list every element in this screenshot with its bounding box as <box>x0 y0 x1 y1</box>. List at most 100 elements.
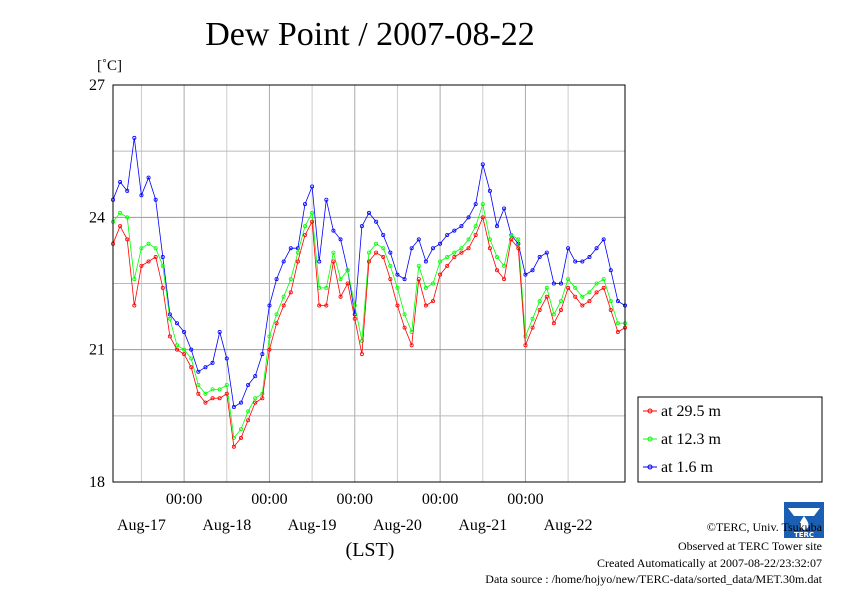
data-point <box>167 334 172 339</box>
data-point <box>530 325 535 330</box>
data-point <box>516 237 521 242</box>
data-point <box>253 396 258 401</box>
data-point <box>381 255 386 260</box>
data-point <box>146 175 151 180</box>
data-point <box>196 369 201 374</box>
data-point <box>423 285 428 290</box>
y-tick-label: 24 <box>89 209 105 226</box>
data-point <box>203 365 208 370</box>
data-point <box>139 246 144 251</box>
logo-text: TERC <box>794 531 814 539</box>
data-point <box>210 396 215 401</box>
data-point <box>338 237 343 242</box>
data-point <box>402 312 407 317</box>
series-2 <box>111 202 628 440</box>
data-point <box>359 352 364 357</box>
data-point <box>409 343 414 348</box>
data-point <box>281 294 286 299</box>
data-point <box>438 272 443 277</box>
data-point <box>174 343 179 348</box>
data-point <box>295 259 300 264</box>
legend-label-1: at 29.5 m <box>661 403 722 420</box>
data-point <box>125 215 130 220</box>
legend-label-2: at 12.3 m <box>661 431 722 448</box>
data-point <box>459 250 464 255</box>
data-point <box>302 232 307 237</box>
y-tick-labels: 27 24 21 18 <box>89 77 105 491</box>
x-tick-day-label: Aug-21 <box>458 517 507 534</box>
data-point <box>416 237 421 242</box>
data-point <box>395 303 400 308</box>
data-point <box>374 250 379 255</box>
y-tick-label: 18 <box>89 474 105 491</box>
data-point <box>566 285 571 290</box>
data-point <box>274 277 279 282</box>
data-point <box>366 250 371 255</box>
chart-title: Dew Point / 2007-08-22 <box>205 16 535 53</box>
data-point <box>352 303 357 308</box>
data-point <box>153 246 158 251</box>
data-point <box>459 224 464 229</box>
data-point <box>374 241 379 246</box>
data-point <box>217 387 222 392</box>
data-point <box>473 232 478 237</box>
y-tick-label: 27 <box>89 77 105 94</box>
data-point <box>480 215 485 220</box>
series-line-2 <box>112 202 625 439</box>
data-point <box>217 330 222 335</box>
data-point <box>580 303 585 308</box>
data-point <box>551 312 556 317</box>
data-point <box>125 237 130 242</box>
data-point <box>274 312 279 317</box>
y-tick-label: 21 <box>89 342 105 359</box>
x-tick-time-label: 00:00 <box>251 491 287 508</box>
x-tick-time-label: 00:00 <box>507 491 543 508</box>
data-point <box>274 321 279 326</box>
plot-frame <box>112 84 626 483</box>
data-point <box>587 299 592 304</box>
data-point <box>345 268 350 273</box>
data-point <box>139 193 144 198</box>
x-tick-day-label: Aug-19 <box>288 517 337 534</box>
data-point <box>388 250 393 255</box>
data-point <box>160 285 165 290</box>
data-point <box>480 202 485 207</box>
data-point <box>246 382 251 387</box>
data-point <box>466 237 471 242</box>
data-point <box>224 382 229 387</box>
data-point <box>324 285 329 290</box>
data-point <box>416 277 421 282</box>
data-point <box>132 135 137 140</box>
data-point <box>238 427 243 432</box>
data-point <box>452 228 457 233</box>
data-point <box>594 290 599 295</box>
data-point <box>374 219 379 224</box>
copyright-text: ©TERC, Univ. Tsukuba <box>707 520 823 534</box>
data-point <box>246 418 251 423</box>
data-point <box>587 255 592 260</box>
data-point <box>601 237 606 242</box>
data-point <box>523 334 528 339</box>
data-point <box>487 188 492 193</box>
data-point <box>615 299 620 304</box>
data-point <box>487 237 492 242</box>
data-point <box>438 259 443 264</box>
data-point <box>402 277 407 282</box>
data-point <box>388 263 393 268</box>
data-point <box>438 241 443 246</box>
data-point <box>139 263 144 268</box>
data-point <box>430 281 435 286</box>
data-point <box>509 232 514 237</box>
data-point <box>416 263 421 268</box>
data-point <box>338 277 343 282</box>
data-point <box>502 206 507 211</box>
data-point <box>174 321 179 326</box>
data-point <box>182 330 187 335</box>
data-point <box>388 277 393 282</box>
y-axis-unit: [˚C] <box>97 58 122 74</box>
data-point <box>267 303 272 308</box>
data-point <box>409 246 414 251</box>
data-point <box>445 232 450 237</box>
data-point <box>189 347 194 352</box>
data-point <box>238 400 243 405</box>
